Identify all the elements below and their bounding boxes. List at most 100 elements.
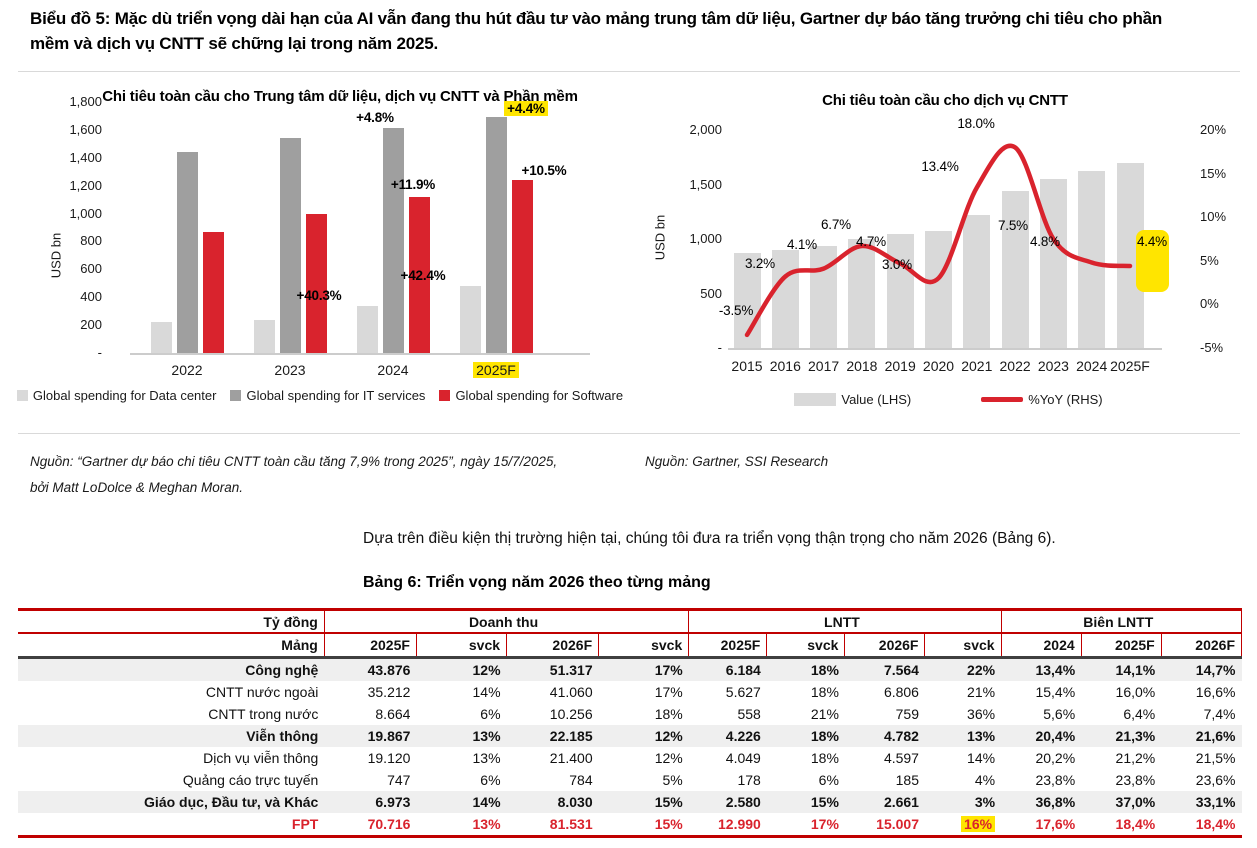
table-cell: 36% bbox=[967, 706, 996, 722]
left-axis-tick-label: 1,000 bbox=[689, 231, 722, 246]
x-axis-label-2015: 2015 bbox=[731, 358, 763, 374]
table-cell: 3% bbox=[924, 791, 1002, 813]
table-row-fpt: FPT 70.716 13% 81.531 15% 12.990 17% 15.007 16% 1… bbox=[18, 813, 1242, 838]
growth-annotation-text: +42.4% bbox=[400, 268, 446, 283]
table-group-header: Biên LNTT bbox=[1000, 608, 1243, 634]
table-cell: 18% bbox=[654, 706, 683, 722]
yoy-point-label: 7.5% bbox=[973, 218, 1053, 233]
table-cell: 41.060 bbox=[549, 684, 593, 700]
table-cell: 4.226 bbox=[688, 725, 767, 747]
table-cell: 5.627 bbox=[725, 684, 761, 700]
legend-item: Global spending for IT services bbox=[230, 388, 425, 403]
x-axis-label-2025F: 2025F bbox=[464, 362, 528, 378]
table-column-header: 2025F bbox=[323, 633, 417, 659]
row-label: CNTT trong nước bbox=[208, 706, 319, 722]
chart-right-legend: Value (LHS) %YoY (RHS) bbox=[640, 392, 1257, 407]
table-column-header: svck bbox=[766, 633, 845, 659]
y-axis-tick-label: 1,400 bbox=[69, 149, 102, 165]
source-note-left: Nguồn: “Gartner dự báo chi tiêu CNTT toà… bbox=[30, 449, 610, 501]
bar-2022 bbox=[1001, 191, 1029, 348]
row-label: CNTT nước ngoài bbox=[205, 684, 319, 700]
table-cell: 37,0% bbox=[1081, 791, 1162, 813]
x-axis-label-2022: 2022 bbox=[155, 362, 219, 378]
table-row-c-ng-ngh-: Công nghệ 43.876 12% 51.317 17% 6.184 18% 7.564… bbox=[18, 657, 1242, 681]
y-axis-tick-label: - bbox=[97, 345, 102, 360]
x-axis-label-2017: 2017 bbox=[808, 358, 840, 374]
bar-2025F-s2 bbox=[511, 180, 533, 353]
bar-2019 bbox=[886, 234, 914, 348]
legend-label: %YoY (RHS) bbox=[1028, 392, 1103, 407]
yoy-point-label: 18.0% bbox=[936, 116, 1016, 131]
outlook-table: Tỷ đồng Doanh thu LNTT Biên LNTT Mảng 2025F sv… bbox=[18, 608, 1243, 838]
table-cell: 4.049 bbox=[725, 750, 761, 766]
table-cell: 6% bbox=[818, 772, 839, 788]
yoy-point-label-text: 6.7% bbox=[821, 217, 851, 232]
y-axis-tick-label: 600 bbox=[80, 261, 102, 277]
x-axis-label-2019: 2019 bbox=[884, 358, 916, 374]
x-axis-label-2023: 2023 bbox=[258, 362, 322, 378]
table-title: Bảng 6: Triển vọng năm 2026 theo từng mả… bbox=[363, 574, 711, 591]
table-cell: 6,4% bbox=[1123, 706, 1156, 722]
table-cell: 14,7% bbox=[1161, 657, 1242, 681]
table-cell: 22% bbox=[924, 657, 1002, 681]
table-cell: 17% bbox=[654, 684, 683, 700]
table-cell: 7,4% bbox=[1203, 706, 1236, 722]
legend-swatch-bar bbox=[794, 393, 837, 406]
yoy-line-chart bbox=[744, 143, 1133, 338]
table-cell: 23,6% bbox=[1195, 772, 1236, 788]
table-cell: 14% bbox=[416, 791, 507, 813]
table-row-cntt-trong-n-c: CNTT trong nước 8.664 6% 10.256 18% 558 21% 759… bbox=[18, 703, 1242, 725]
table-cell: 6.973 bbox=[324, 791, 417, 813]
table-cell: 6.184 bbox=[688, 657, 767, 681]
right-axis-tick-label: 15% bbox=[1200, 165, 1227, 181]
table-cell: 13,4% bbox=[1001, 657, 1082, 681]
right-axis-tick-label: 10% bbox=[1200, 209, 1227, 225]
chart-left-title: Chi tiêu toàn cầu cho Trung tâm dữ liệu,… bbox=[102, 88, 578, 105]
table-cell: 13% bbox=[472, 750, 501, 766]
table-cell: 15% bbox=[598, 791, 689, 813]
table-cell: 4.782 bbox=[844, 725, 925, 747]
table-cell: 15% bbox=[766, 791, 845, 813]
table-cell: 51.317 bbox=[506, 657, 599, 681]
legend-item-yoy: %YoY (RHS) bbox=[981, 392, 1103, 407]
yoy-point-label: 4.8% bbox=[1005, 234, 1085, 249]
table-cell: 21,3% bbox=[1081, 725, 1162, 747]
table-cell: 6% bbox=[480, 706, 501, 722]
yoy-point-label-text: 3.2% bbox=[745, 256, 775, 271]
table-cell: 6.806 bbox=[883, 684, 919, 700]
legend-label: Global spending for IT services bbox=[246, 388, 426, 403]
table-cell: 13% bbox=[416, 725, 507, 747]
table-row-qu-ng-c-o-tr-c-tuy-n: Quảng cáo trực tuyến 747 6% 784 5% 178 6% 185 4%… bbox=[18, 769, 1242, 791]
right-axis-tick-label: -5% bbox=[1200, 340, 1224, 355]
legend-swatch bbox=[230, 390, 242, 401]
yoy-point-label-text: 4.1% bbox=[787, 237, 817, 252]
table-cell: 558 bbox=[737, 706, 761, 722]
table-column-header: 2025F bbox=[1080, 633, 1162, 659]
divider-top bbox=[18, 71, 1240, 72]
table-cell: 5% bbox=[662, 772, 683, 788]
yoy-point-label-text: 4.4% bbox=[1137, 234, 1167, 249]
table-cell: 18% bbox=[766, 725, 845, 747]
table-cell: 20,2% bbox=[1035, 750, 1076, 766]
growth-annotation: +42.4% bbox=[378, 268, 468, 283]
bar-2022-s0 bbox=[150, 321, 172, 353]
y-axis-title: USD bn bbox=[48, 232, 64, 279]
bar-2025F-s0 bbox=[459, 286, 481, 353]
table-cell: 21% bbox=[810, 706, 839, 722]
table-row-gi-o-d-c-u-t-v-kh-c: Giáo dục, Đầu tư, và Khác 6.973 14% 8.030 15… bbox=[18, 791, 1242, 813]
table-cell: 18% bbox=[810, 750, 839, 766]
table-cell: 81.531 bbox=[506, 813, 599, 838]
bar-2024-s2 bbox=[408, 196, 430, 353]
growth-annotation-text: +10.5% bbox=[521, 163, 567, 178]
chart-datacenter-it-software: Chi tiêu toàn cầu cho Trung tâm dữ liệu,… bbox=[0, 80, 640, 432]
divider-mid bbox=[18, 433, 1240, 434]
y-axis-tick-label: 1,800 bbox=[69, 94, 102, 109]
left-axis-tick-label: 2,000 bbox=[689, 122, 722, 137]
table-cell: 17,6% bbox=[1001, 813, 1082, 838]
table-cell: 36,8% bbox=[1001, 791, 1082, 813]
table-cell: 784 bbox=[569, 772, 593, 788]
table-cell: 33,1% bbox=[1161, 791, 1242, 813]
table-cell: 2.661 bbox=[844, 791, 925, 813]
yoy-point-label-text: 3.0% bbox=[882, 257, 912, 272]
legend-label: Global spending for Data center bbox=[32, 388, 217, 403]
